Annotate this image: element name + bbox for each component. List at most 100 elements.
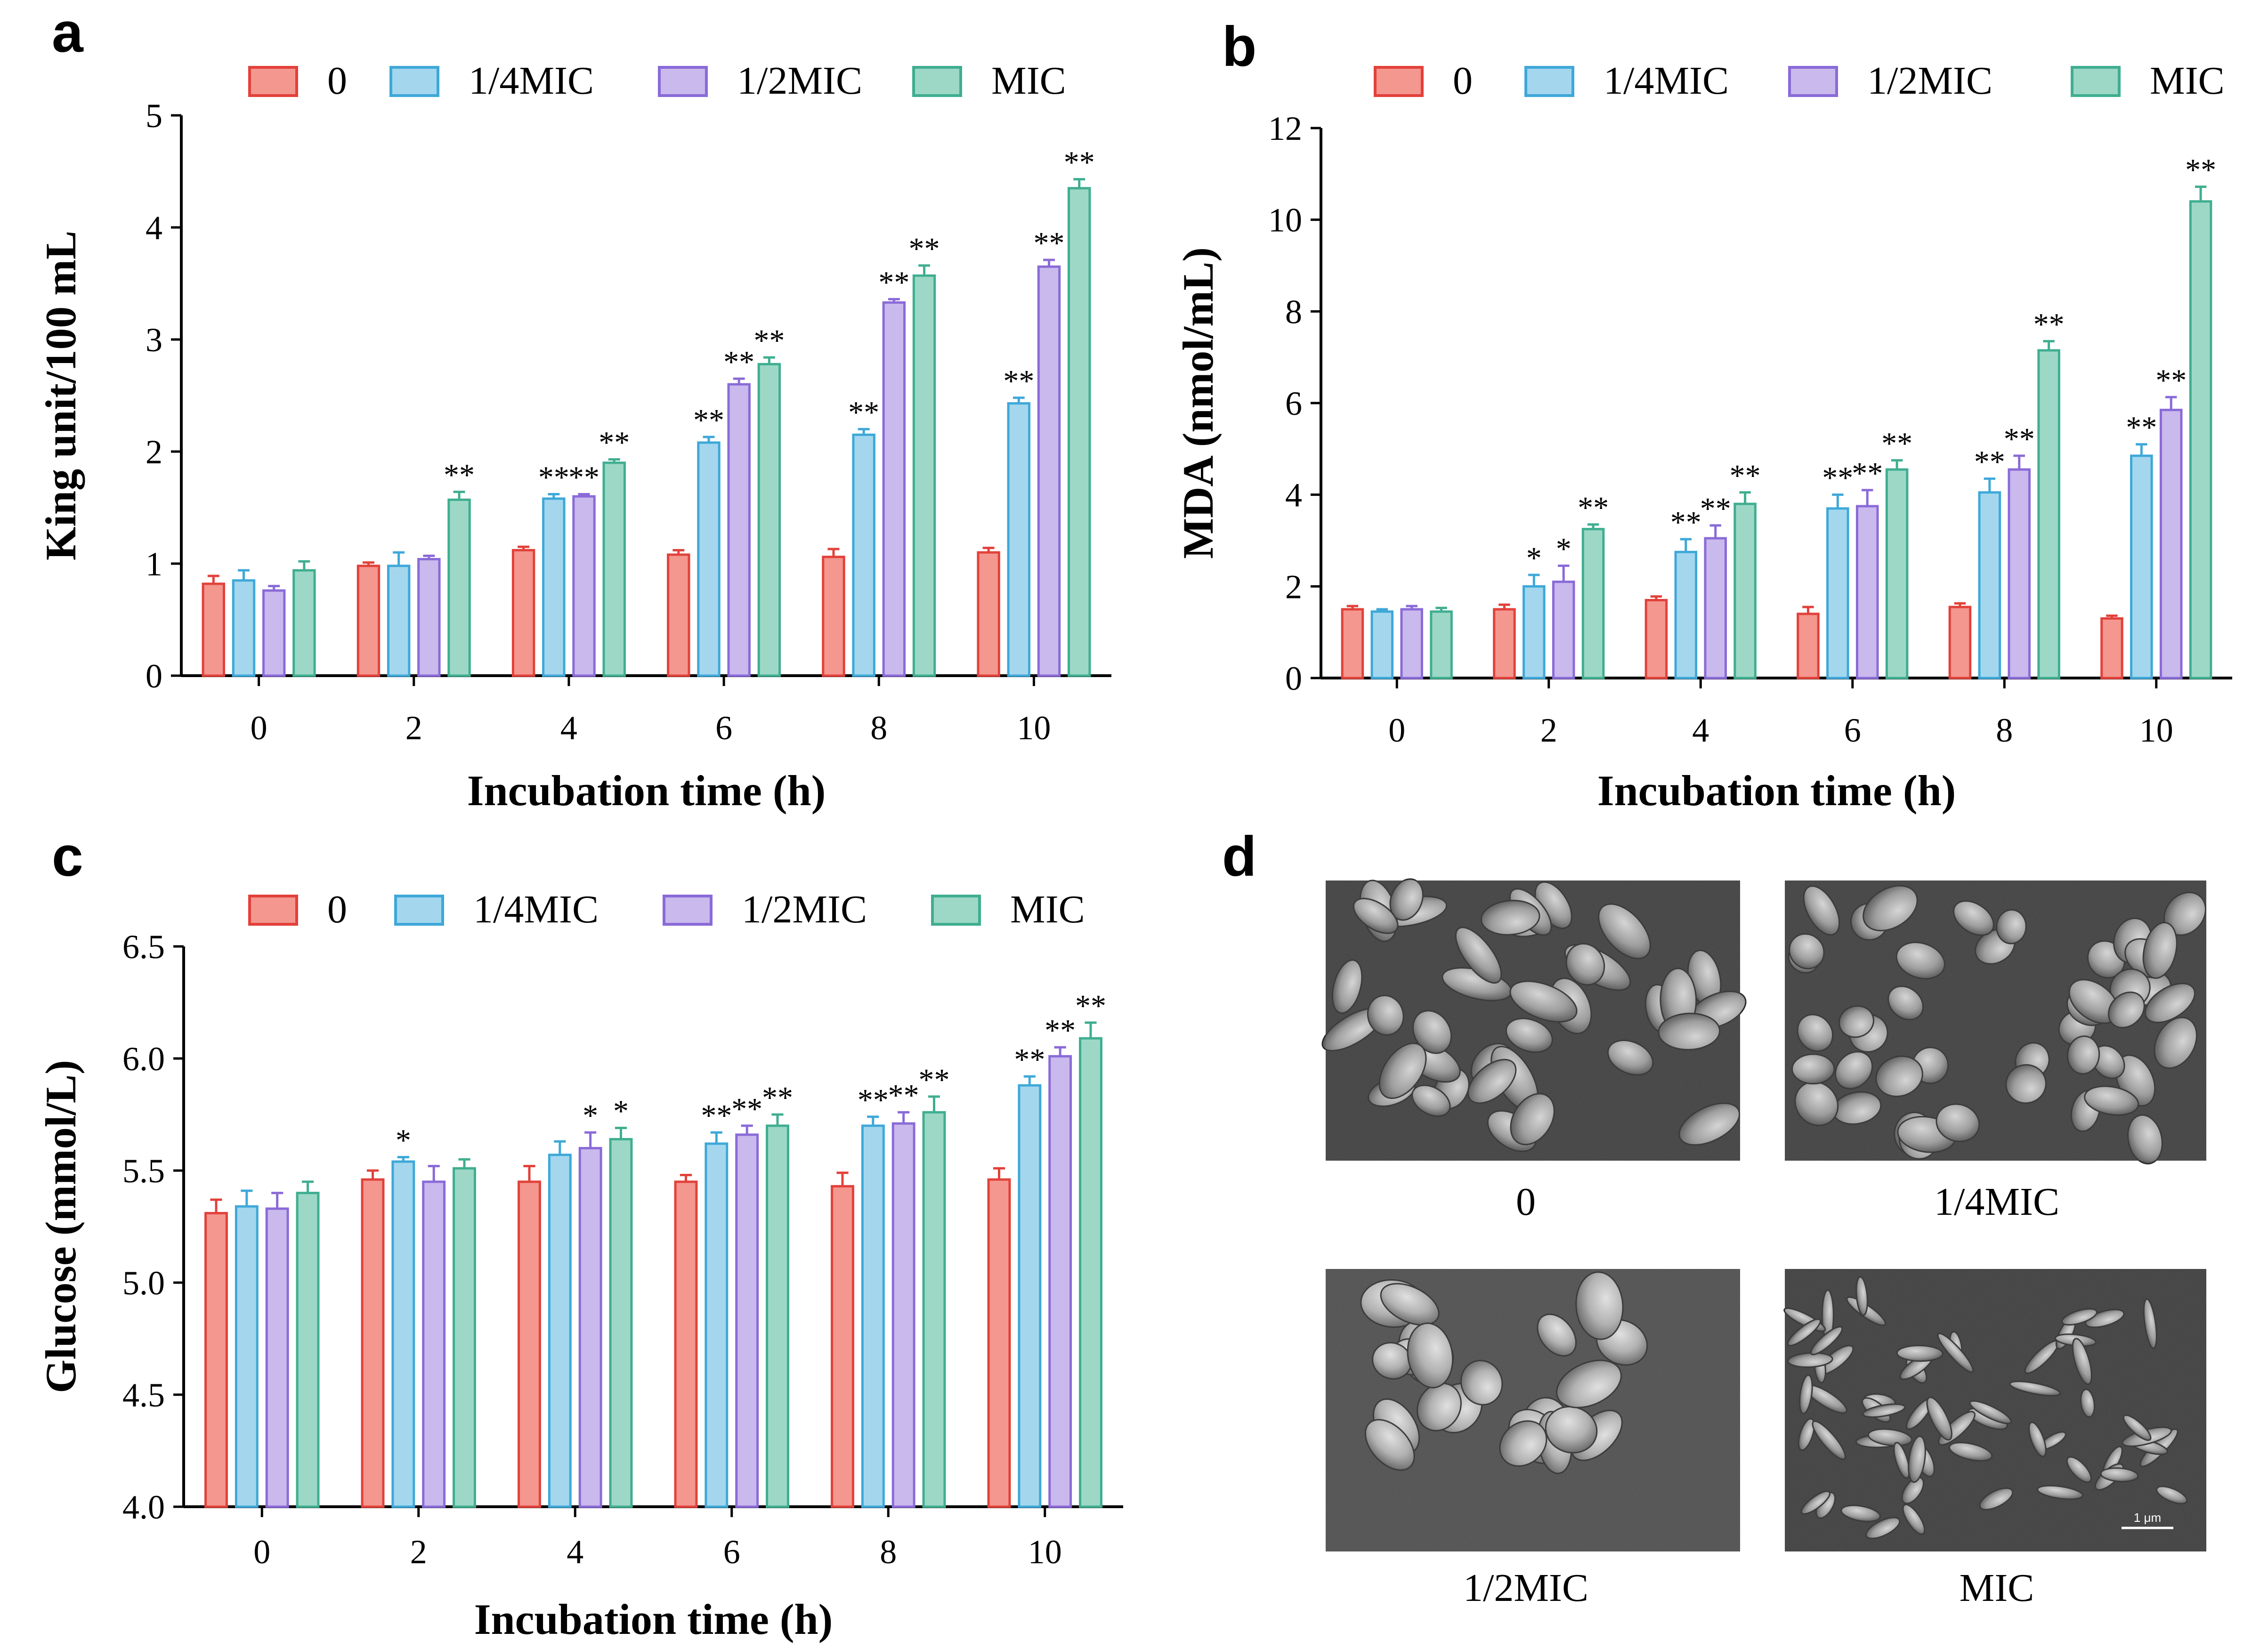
bar-MIC-2 [1581, 528, 1605, 679]
bar-1/4MIC-10 [1007, 402, 1031, 677]
bar-MIC-8 [922, 1111, 946, 1508]
y-tick-label: 2 [1285, 568, 1302, 606]
significance-label: ** [1852, 456, 1883, 491]
bar-MIC-2 [447, 498, 471, 677]
significance-label: ** [909, 232, 940, 266]
x-tick-label: 4 [567, 1533, 583, 1571]
significance-label: ** [1034, 226, 1065, 260]
significance-label: ** [444, 458, 475, 493]
significance-label: ** [1700, 492, 1731, 526]
bar-MIC-10 [1067, 187, 1091, 677]
y-tick-label: 6.0 [122, 1040, 165, 1078]
bar-0-8 [831, 1185, 854, 1508]
significance-label: ** [858, 1083, 889, 1117]
significance-label: ** [2126, 411, 2157, 445]
bar-1/2MIC-2 [422, 1180, 446, 1508]
bar-1/4MIC-10 [1018, 1084, 1042, 1508]
significance-label: ** [888, 1078, 919, 1113]
significance-label: * [583, 1099, 598, 1133]
significance-label: ** [878, 265, 909, 299]
bar-1/2MIC-8 [2008, 468, 2031, 679]
bar-MIC-4 [1733, 502, 1757, 679]
y-tick-label: 2 [146, 433, 162, 471]
bar-1/2MIC-8 [891, 1122, 915, 1508]
chart-c-glucose: 4.04.55.05.56.06.50 2 4 6 8 10*** ***** ** *****… [37, 888, 1123, 1643]
x-tick-label: 10 [1028, 1533, 1062, 1571]
significance-label: ** [1045, 1013, 1076, 1048]
significance-label: ** [919, 1063, 950, 1097]
sem-caption-1: 1/4MIC [1934, 1180, 2059, 1224]
bar-1/4MIC-4 [548, 1154, 572, 1508]
bar-1/4MIC-0 [232, 579, 256, 677]
significance-label: ** [1064, 145, 1095, 180]
bar-0-2 [361, 1178, 385, 1508]
y-tick-label: 4 [146, 209, 162, 247]
x-axis-title: Incubation time (h) [1597, 767, 1956, 815]
bar-0-6 [667, 553, 690, 677]
significance-label: ** [1881, 427, 1912, 461]
y-tick-label: 6 [1285, 385, 1302, 422]
significance-label: ** [2033, 307, 2065, 342]
x-axis-title: Incubation time (h) [474, 1595, 833, 1643]
bar-1/4MIC-6 [1826, 507, 1849, 679]
scale-bar-label: 1 μm [2134, 1511, 2161, 1525]
x-tick-label: 8 [880, 1533, 897, 1571]
legend-swatch [663, 895, 713, 926]
x-tick-label: 2 [405, 709, 422, 747]
x-tick-label: 10 [1017, 709, 1051, 747]
significance-label: ** [2155, 363, 2187, 397]
sem-panel: 1 μm 0 1/4MIC 1/2MIC MIC [1321, 878, 2206, 1610]
significance-label: * [613, 1094, 629, 1129]
legend-label: 1/2MIC [742, 888, 867, 931]
legend-label: MIC [991, 59, 1066, 103]
bar-1/2MIC-8 [882, 301, 906, 677]
bar-0-2 [356, 565, 381, 677]
bar-1/4MIC-0 [235, 1205, 259, 1508]
y-tick-label: 10 [1268, 202, 1302, 239]
bar-1/4MIC-2 [391, 1160, 415, 1508]
bar-MIC-4 [609, 1138, 633, 1508]
significance-label: * [1556, 532, 1571, 566]
y-tick-label: 5 [146, 97, 162, 135]
bar-0-8 [1948, 606, 1972, 679]
legend-swatch [912, 66, 962, 97]
bar-1/4MIC-4 [542, 497, 566, 677]
bar-1/4MIC-0 [1370, 610, 1394, 679]
bar-1/2MIC-10 [1037, 265, 1061, 677]
bar-0-8 [822, 556, 845, 677]
x-tick-label: 8 [870, 709, 887, 747]
bar-0-2 [1493, 608, 1516, 679]
bar-1/4MIC-4 [1674, 550, 1698, 679]
x-tick-label: 6 [715, 709, 732, 747]
significance-label: ** [1014, 1042, 1045, 1077]
significance-label: ** [723, 345, 754, 379]
bar-MIC-4 [602, 461, 626, 677]
significance-label: ** [1822, 461, 1853, 495]
legend-swatch [248, 66, 298, 97]
legend-swatch [1524, 66, 1574, 97]
y-axis-title: MDA (nmol/mL) [1174, 247, 1222, 559]
sem-caption-2: 1/2MIC [1463, 1566, 1588, 1610]
y-tick-label: 3 [146, 321, 162, 359]
bar-1/2MIC-4 [578, 1147, 602, 1508]
y-tick-label: 0 [146, 657, 162, 695]
bar-MIC-6 [766, 1124, 789, 1508]
bar-1/2MIC-0 [1400, 608, 1423, 679]
sem-image-1 [1785, 881, 2206, 1165]
bar-0-0 [1341, 608, 1364, 679]
legend-label: MIC [2150, 59, 2225, 103]
bar-1/2MIC-2 [417, 557, 441, 677]
legend-label: 1/4MIC [1604, 59, 1729, 103]
x-tick-label: 4 [1692, 711, 1709, 749]
x-tick-label: 8 [1996, 711, 2013, 749]
y-tick-label: 6.5 [122, 928, 165, 966]
bar-MIC-10 [2189, 200, 2212, 679]
significance-label: ** [2004, 422, 2035, 456]
significance-label: ** [753, 323, 785, 358]
y-axis-title: King unit/100 mL [37, 231, 85, 560]
bar-MIC-0 [296, 1192, 320, 1508]
x-tick-label: 0 [251, 709, 267, 747]
bar-0-6 [1797, 613, 1820, 679]
bar-MIC-0 [1430, 610, 1453, 679]
